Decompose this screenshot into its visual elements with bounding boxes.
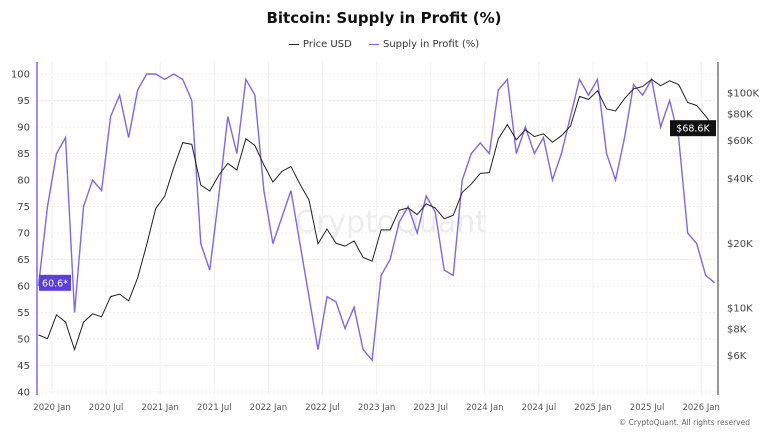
last-value-right-badge [670, 120, 716, 137]
y-right-tick-label: $40K [727, 174, 753, 185]
y-right-tick-label: $6K [727, 351, 747, 362]
y-right-tick-label: $20K [727, 239, 753, 250]
x-tick-label: 2020 Jul [89, 403, 124, 413]
x-tick-label: 2023 Jul [413, 403, 448, 413]
y-left-tick-label: 45 [17, 361, 30, 372]
x-tick-label: 2022 Jul [305, 403, 340, 413]
y-right-tick-label: $8K [727, 324, 747, 335]
last-value-left-badge [39, 274, 71, 291]
x-tick-label: 2024 Jul [522, 403, 557, 413]
legend-swatch [288, 44, 299, 45]
y-left-tick-label: 80 [17, 176, 30, 187]
x-tick-label: 2026 Jan [682, 403, 719, 413]
y-right-tick-label: $10K [727, 304, 753, 315]
x-tick-label: 2021 Jul [197, 403, 232, 413]
series-line-price-usd [38, 78, 716, 352]
x-tick-label: 2025 Jul [630, 403, 665, 413]
y-right-tick-label: $60K [727, 136, 753, 147]
last-value-left-label: 60.6* [42, 278, 68, 289]
y-left-tick-label: 100 [11, 70, 30, 81]
legend-swatch [369, 44, 379, 45]
x-tick-label: 2024 Jan [466, 403, 503, 413]
y-left-tick-label: 40 [17, 388, 30, 399]
chart-title: Bitcoin: Supply in Profit (%) [266, 9, 502, 27]
y-left-tick-label: 75 [17, 202, 30, 213]
y-right-tick-label: $100K [727, 89, 759, 100]
legend-label: Price USD [302, 39, 352, 50]
legend-item-supply[interactable]: Supply in Profit (%) [369, 39, 479, 50]
y-left-tick-label: 65 [17, 255, 30, 266]
x-tick-label: 2023 Jan [358, 403, 395, 413]
last-value-right-label: $68.6K [676, 124, 710, 135]
y-left-tick-label: 95 [17, 96, 30, 107]
y-left-tick-label: 55 [17, 308, 30, 319]
x-tick-label: 2022 Jan [250, 403, 287, 413]
y-left-tick-label: 50 [17, 335, 30, 346]
x-tick-label: 2021 Jan [141, 403, 178, 413]
x-tick-label: 2020 Jan [33, 403, 70, 413]
copyright: © CryptoQuant. All rights reserved [618, 418, 750, 427]
x-tick-label: 2025 Jan [574, 403, 611, 413]
series-line-supply-in-profit [37, 73, 716, 362]
legend: Price USD Supply in Profit (%) [0, 37, 768, 50]
y-left-tick-label: 60 [17, 282, 30, 293]
y-right-tick-label: $80K [727, 109, 753, 120]
y-left-tick-label: 90 [17, 123, 30, 134]
legend-item-price[interactable]: Price USD [288, 39, 352, 50]
y-left-tick-label: 70 [17, 229, 30, 240]
legend-label: Supply in Profit (%) [383, 39, 480, 50]
y-left-tick-label: 85 [17, 149, 30, 160]
